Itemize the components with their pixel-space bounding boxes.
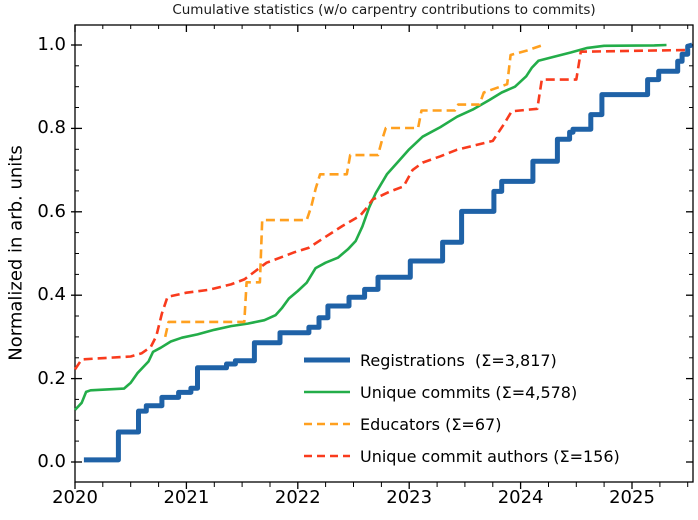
legend-label: Educators (Σ=67) bbox=[360, 414, 502, 434]
legend-line-sample bbox=[304, 422, 350, 426]
legend-line-sample bbox=[304, 390, 350, 394]
y-tick-label: 0.0 bbox=[37, 451, 66, 472]
legend-line-sample bbox=[304, 454, 350, 458]
y-tick-label: 1.0 bbox=[37, 34, 66, 55]
x-tick-label: 2022 bbox=[274, 487, 321, 508]
legend: Registrations (Σ=3,817) Unique commits (Σ… bbox=[304, 344, 620, 472]
x-tick-label: 2024 bbox=[497, 487, 544, 508]
chart-title: Cumulative statistics (w/o carpentry con… bbox=[172, 2, 596, 18]
line-educators bbox=[163, 43, 544, 338]
y-tick-label: 0.2 bbox=[37, 367, 66, 389]
legend-label: Unique commit authors (Σ=156) bbox=[360, 446, 620, 466]
legend-label: Registrations (Σ=3,817) bbox=[360, 350, 557, 370]
line-registrations bbox=[83, 42, 693, 463]
x-tick-label: 2025 bbox=[609, 487, 655, 508]
line-unique-commits bbox=[74, 43, 667, 411]
y-tick-label: 0.6 bbox=[37, 200, 66, 222]
line-unique-commit-authors bbox=[73, 48, 687, 371]
legend-item-unique-commits: Unique commits (Σ=4,578) bbox=[304, 376, 620, 408]
legend-label: Unique commits (Σ=4,578) bbox=[360, 382, 578, 402]
legend-line-sample bbox=[304, 357, 350, 363]
legend-item-educators: Educators (Σ=67) bbox=[304, 408, 620, 440]
legend-item-unique-commit-authors: Unique commit authors (Σ=156) bbox=[304, 440, 620, 472]
x-tick-label: 2023 bbox=[386, 487, 433, 508]
legend-item-registrations: Registrations (Σ=3,817) bbox=[304, 344, 620, 376]
x-tick-label: 2021 bbox=[163, 487, 210, 508]
y-axis-label: Normalized in arb. units bbox=[5, 145, 27, 361]
y-tick-label: 0.8 bbox=[37, 117, 66, 139]
y-tick-label: 0.4 bbox=[37, 284, 66, 306]
x-tick-label: 2020 bbox=[52, 487, 98, 508]
